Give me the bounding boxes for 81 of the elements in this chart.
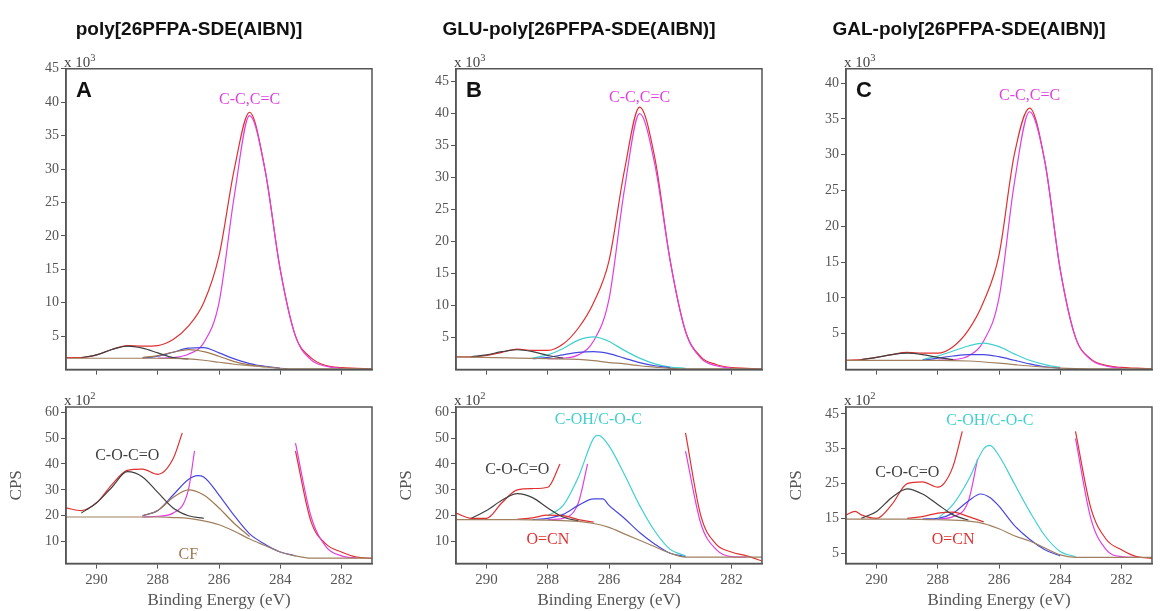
series-label: C-O-C=O: [95, 445, 160, 463]
x-axis-title: Binding Energy (eV): [147, 590, 291, 610]
x-tick-label: 286: [597, 570, 621, 587]
y-tick-label: 45: [45, 60, 59, 76]
x-tick-label: 290: [865, 570, 888, 587]
y-tick-label: 40: [45, 93, 59, 109]
y-tick-label: 25: [45, 194, 59, 210]
y-tick-label: 35: [435, 137, 449, 153]
y-tick-label: 5: [832, 544, 839, 560]
y-tick-label: 5: [442, 329, 449, 345]
y-tick-label: 25: [825, 475, 839, 491]
y-tick-label: 10: [45, 294, 59, 310]
y-tick-label: 15: [825, 510, 839, 526]
y-tick-label: 35: [825, 110, 839, 126]
y-tick-label: 35: [825, 440, 839, 456]
y-tick-label: 40: [435, 105, 449, 121]
text: CF: [178, 544, 199, 562]
y-tick-label: 30: [825, 146, 839, 162]
y-tick-label: 20: [45, 507, 59, 523]
series-label: O=CN: [931, 530, 975, 548]
y-tick-label: 25: [435, 201, 449, 217]
series-label: C-OH/C-O-C: [946, 411, 1034, 429]
y-tick-label: 5: [832, 325, 839, 341]
annotation: A: [76, 76, 92, 102]
x-tick-label: 288: [536, 570, 560, 587]
x-tick-label: 290: [85, 570, 108, 587]
y-tick-label: 10: [435, 297, 449, 313]
y-tick-label: 35: [45, 127, 59, 143]
x-tick-label: 288: [926, 570, 950, 587]
y-tick-label: 20: [825, 218, 839, 234]
chart-title: GAL-poly[26PFPA-SDE(AIBN)]: [832, 17, 1106, 39]
y-tick-label: 60: [435, 403, 449, 419]
x-tick-label: 282: [1110, 570, 1133, 587]
y-tick-label: 40: [45, 455, 59, 471]
y-tick-label: 30: [45, 160, 59, 176]
y-tick-label: 25: [825, 182, 839, 198]
x-tick-label: 290: [475, 570, 498, 587]
annotation: C: [856, 76, 872, 102]
y-tick-label: 50: [45, 429, 59, 445]
x-tick-label: 284: [268, 570, 292, 587]
y-tick-label: 30: [435, 481, 449, 497]
y-tick-label: 15: [825, 253, 839, 269]
x-axis-title: Binding Energy (eV): [537, 590, 681, 610]
y-tick-label: 45: [435, 73, 449, 89]
y-tick-label: 20: [435, 507, 449, 523]
y-tick-label: 10: [45, 533, 59, 549]
y-axis-title: CPS: [785, 470, 805, 501]
series-label: C-O-C=O: [875, 462, 940, 480]
y-tick-label: 20: [45, 227, 59, 243]
x-axis-title: Binding Energy (eV): [927, 590, 1071, 610]
y-tick-label: 10: [825, 289, 839, 305]
x-tick-label: 284: [658, 570, 682, 587]
x-tick-label: 284: [1048, 570, 1072, 587]
chart-title: GLU-poly[26PFPA-SDE(AIBN)]: [442, 17, 716, 39]
y-tick-label: 60: [45, 403, 59, 419]
y-tick-label: 30: [45, 481, 59, 497]
x-tick-label: 286: [207, 570, 231, 587]
y-tick-label: 15: [45, 261, 59, 277]
y-tick-label: 15: [435, 265, 449, 281]
series-label: C-C,C=C: [219, 89, 281, 107]
y-tick-label: 50: [435, 429, 449, 445]
x-tick-label: 282: [330, 570, 353, 587]
y-tick-label: 5: [52, 327, 59, 343]
series-label: C-C,C=C: [999, 85, 1061, 103]
x-tick-label: 286: [987, 570, 1011, 587]
x-tick-label: 288: [146, 570, 170, 587]
y-tick-label: 40: [435, 455, 449, 471]
x-tick-label: 282: [720, 570, 743, 587]
chart-title: poly[26PFPA-SDE(AIBN)]: [75, 17, 303, 39]
y-axis-title: CPS: [395, 470, 415, 501]
y-axis-title: CPS: [5, 470, 25, 501]
series-label: C-O-C=O: [485, 459, 550, 477]
series-label: O=CN: [526, 530, 570, 548]
y-tick-label: 20: [435, 233, 449, 249]
y-tick-label: 10: [435, 533, 449, 549]
y-tick-label: 40: [825, 74, 839, 90]
y-tick-label: 45: [825, 405, 839, 421]
series-label: C-OH/C-O-C: [554, 409, 642, 427]
series-label: C-C,C=C: [609, 87, 671, 105]
y-tick-label: 30: [435, 169, 449, 185]
annotation: B: [466, 76, 482, 102]
